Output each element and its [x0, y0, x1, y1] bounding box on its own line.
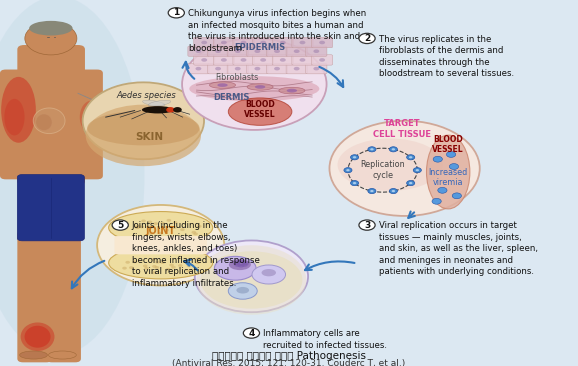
Circle shape	[136, 225, 141, 228]
Text: JOINT: JOINT	[146, 225, 176, 236]
FancyBboxPatch shape	[306, 63, 327, 74]
Circle shape	[149, 232, 153, 235]
Ellipse shape	[24, 326, 51, 348]
Circle shape	[452, 193, 461, 199]
FancyBboxPatch shape	[247, 46, 268, 56]
Circle shape	[180, 228, 185, 231]
FancyBboxPatch shape	[266, 63, 288, 74]
Ellipse shape	[238, 259, 244, 263]
FancyBboxPatch shape	[114, 236, 207, 254]
Circle shape	[197, 245, 306, 315]
Ellipse shape	[274, 49, 280, 53]
Ellipse shape	[1, 77, 36, 143]
FancyBboxPatch shape	[208, 46, 229, 56]
FancyBboxPatch shape	[213, 55, 235, 65]
Text: TARGET
CELL TISSUE: TARGET CELL TISSUE	[373, 119, 431, 139]
Ellipse shape	[21, 322, 54, 351]
FancyBboxPatch shape	[306, 46, 327, 56]
FancyBboxPatch shape	[266, 46, 288, 56]
FancyBboxPatch shape	[233, 55, 254, 65]
FancyBboxPatch shape	[72, 70, 103, 179]
Circle shape	[151, 271, 156, 274]
FancyBboxPatch shape	[286, 63, 307, 74]
Text: 치쿤구니야 바이러스 감염의 Pathogenesis: 치쿤구니야 바이러스 감염의 Pathogenesis	[212, 351, 366, 361]
Circle shape	[433, 156, 442, 162]
Ellipse shape	[49, 351, 76, 359]
Text: 1: 1	[173, 8, 179, 17]
Ellipse shape	[217, 83, 228, 87]
Ellipse shape	[142, 106, 174, 113]
Ellipse shape	[252, 265, 286, 284]
Ellipse shape	[201, 58, 207, 62]
Circle shape	[368, 147, 376, 152]
Text: 2: 2	[364, 34, 370, 43]
Circle shape	[390, 147, 398, 152]
Text: Replication
cycle: Replication cycle	[360, 160, 405, 180]
FancyBboxPatch shape	[213, 37, 235, 48]
Ellipse shape	[34, 108, 65, 134]
Ellipse shape	[234, 260, 241, 264]
Circle shape	[191, 231, 196, 234]
Ellipse shape	[228, 283, 257, 299]
Ellipse shape	[260, 41, 266, 44]
Ellipse shape	[313, 67, 319, 70]
Circle shape	[329, 121, 480, 216]
Ellipse shape	[5, 99, 24, 135]
Circle shape	[132, 260, 137, 263]
FancyBboxPatch shape	[253, 55, 274, 65]
Circle shape	[151, 258, 156, 261]
Ellipse shape	[255, 85, 265, 89]
Ellipse shape	[240, 58, 246, 62]
Circle shape	[140, 225, 144, 228]
Ellipse shape	[287, 89, 297, 92]
Text: (Antiviral Res. 2015; 121: 120-31. Couderc T, et al.): (Antiviral Res. 2015; 121: 120-31. Coude…	[172, 359, 406, 366]
Circle shape	[160, 261, 165, 264]
Ellipse shape	[254, 49, 260, 53]
Circle shape	[171, 266, 176, 269]
Circle shape	[392, 190, 395, 192]
Circle shape	[135, 225, 139, 228]
Circle shape	[409, 156, 413, 158]
Ellipse shape	[319, 58, 325, 62]
Ellipse shape	[338, 138, 443, 191]
FancyBboxPatch shape	[253, 37, 274, 48]
Circle shape	[166, 268, 171, 271]
Ellipse shape	[235, 67, 240, 70]
FancyBboxPatch shape	[272, 55, 294, 65]
Circle shape	[186, 269, 191, 272]
Circle shape	[195, 240, 308, 312]
FancyBboxPatch shape	[292, 55, 313, 65]
Circle shape	[390, 188, 398, 194]
FancyBboxPatch shape	[286, 46, 307, 56]
Circle shape	[370, 148, 373, 150]
Circle shape	[350, 180, 358, 186]
Text: Viral replication occurs in target
tissues — mainly muscles, joints,
and skin, a: Viral replication occurs in target tissu…	[379, 221, 538, 276]
Circle shape	[392, 148, 395, 150]
FancyBboxPatch shape	[194, 55, 215, 65]
Ellipse shape	[241, 260, 248, 264]
Text: SKIN: SKIN	[135, 132, 163, 142]
FancyBboxPatch shape	[17, 231, 52, 362]
Circle shape	[83, 82, 204, 159]
Circle shape	[97, 205, 224, 285]
Ellipse shape	[238, 264, 244, 268]
Ellipse shape	[221, 41, 227, 44]
FancyBboxPatch shape	[292, 37, 313, 48]
Ellipse shape	[20, 351, 47, 359]
Circle shape	[193, 232, 198, 235]
Ellipse shape	[234, 263, 241, 267]
Circle shape	[407, 155, 415, 160]
Circle shape	[125, 261, 130, 264]
Circle shape	[169, 264, 174, 266]
Circle shape	[416, 169, 419, 171]
Ellipse shape	[294, 49, 299, 53]
Text: DERMIS: DERMIS	[213, 93, 249, 102]
Ellipse shape	[247, 83, 273, 90]
Text: Joints (including in the
fingers, wrists, elbows,
knees, ankles, and toes)
becom: Joints (including in the fingers, wrists…	[132, 221, 260, 288]
Ellipse shape	[319, 41, 325, 44]
Ellipse shape	[103, 209, 218, 281]
Ellipse shape	[173, 107, 182, 112]
FancyBboxPatch shape	[227, 46, 249, 56]
Ellipse shape	[215, 49, 221, 53]
